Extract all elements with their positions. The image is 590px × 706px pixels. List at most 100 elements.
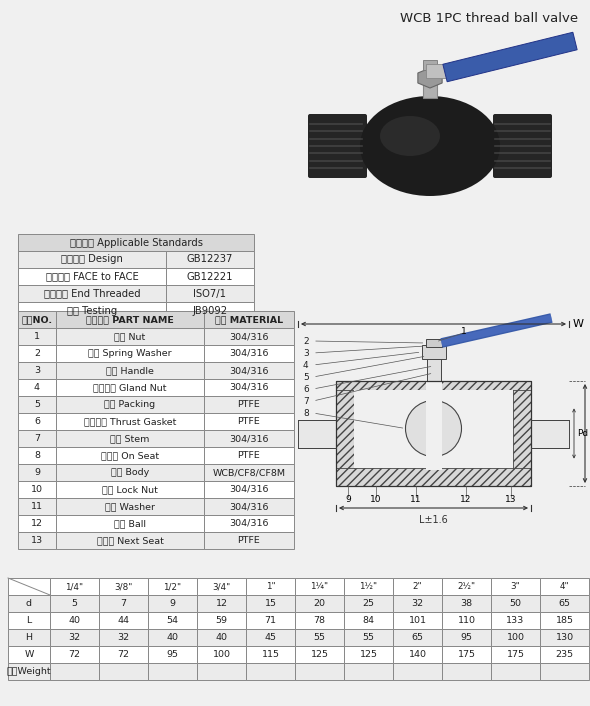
Text: 下阀座 Next Seat: 下阀座 Next Seat xyxy=(97,536,163,545)
Text: WCB/CF8/CF8M: WCB/CF8/CF8M xyxy=(212,468,286,477)
Ellipse shape xyxy=(360,96,500,196)
Text: 球体 Ball: 球体 Ball xyxy=(114,519,146,528)
Text: 4: 4 xyxy=(34,383,40,392)
Bar xyxy=(99,646,148,663)
Bar xyxy=(56,515,204,532)
Bar xyxy=(491,578,540,595)
Bar xyxy=(18,515,56,532)
Text: 10: 10 xyxy=(371,496,382,505)
Text: 1": 1" xyxy=(266,582,276,591)
Text: 304/316: 304/316 xyxy=(230,332,269,341)
Text: 3/4": 3/4" xyxy=(212,582,231,591)
Bar xyxy=(204,515,294,532)
Text: 1/4": 1/4" xyxy=(65,582,84,591)
Bar xyxy=(18,447,56,464)
Text: ISO7/1: ISO7/1 xyxy=(194,289,227,299)
Bar xyxy=(204,498,294,515)
Text: 304/316: 304/316 xyxy=(230,485,269,494)
Bar xyxy=(148,595,197,612)
Text: PTFE: PTFE xyxy=(238,451,260,460)
Bar xyxy=(50,595,99,612)
Bar xyxy=(246,612,295,629)
Bar xyxy=(540,629,589,646)
FancyBboxPatch shape xyxy=(493,114,552,178)
Bar xyxy=(426,64,446,78)
Bar xyxy=(50,578,99,595)
Text: 130: 130 xyxy=(555,633,573,642)
Bar xyxy=(393,595,442,612)
Text: 2": 2" xyxy=(412,582,422,591)
Bar xyxy=(56,498,204,515)
Bar xyxy=(8,646,50,663)
Text: 2: 2 xyxy=(303,337,309,345)
Text: 填料压盖 Gland Nut: 填料压盖 Gland Nut xyxy=(93,383,167,392)
Text: 304/316: 304/316 xyxy=(230,383,269,392)
Text: 72: 72 xyxy=(117,650,129,659)
Text: 25: 25 xyxy=(362,599,375,608)
Text: 55: 55 xyxy=(362,633,375,642)
Bar xyxy=(197,646,246,663)
Bar xyxy=(204,481,294,498)
Text: 8: 8 xyxy=(303,409,309,417)
Text: 175: 175 xyxy=(506,650,525,659)
Text: 上阀座 On Seat: 上阀座 On Seat xyxy=(101,451,159,460)
Bar xyxy=(295,663,344,680)
Bar xyxy=(166,285,254,302)
Text: 78: 78 xyxy=(313,616,326,625)
Bar xyxy=(204,328,294,345)
Text: 304/316: 304/316 xyxy=(230,434,269,443)
Text: 304/316: 304/316 xyxy=(230,519,269,528)
Text: 9: 9 xyxy=(345,496,351,505)
Bar xyxy=(204,379,294,396)
Text: 15: 15 xyxy=(264,599,277,608)
Text: 12: 12 xyxy=(31,519,43,528)
Bar xyxy=(18,430,56,447)
Text: 3": 3" xyxy=(510,582,520,591)
Text: 5: 5 xyxy=(71,599,77,608)
Bar xyxy=(99,612,148,629)
Bar xyxy=(166,268,254,285)
Bar xyxy=(56,430,204,447)
Bar xyxy=(344,595,393,612)
Bar xyxy=(540,612,589,629)
Bar xyxy=(393,629,442,646)
Text: 4: 4 xyxy=(303,361,309,369)
Bar xyxy=(423,76,437,98)
Bar xyxy=(18,285,166,302)
Text: 65: 65 xyxy=(559,599,571,608)
Bar xyxy=(56,413,204,430)
Text: 32: 32 xyxy=(68,633,81,642)
Bar xyxy=(393,646,442,663)
Bar xyxy=(246,578,295,595)
Text: 手柄 Handle: 手柄 Handle xyxy=(106,366,154,375)
Text: 40: 40 xyxy=(215,633,228,642)
Text: 标准规范 Applicable Standards: 标准规范 Applicable Standards xyxy=(70,237,202,248)
Text: 填料 Packing: 填料 Packing xyxy=(104,400,156,409)
Text: 材料 MATERIAL: 材料 MATERIAL xyxy=(215,315,283,324)
Bar xyxy=(442,629,491,646)
Bar xyxy=(442,578,491,595)
Bar xyxy=(50,646,99,663)
Text: 试验 Testing: 试验 Testing xyxy=(67,306,117,316)
Bar xyxy=(393,612,442,629)
Bar xyxy=(295,595,344,612)
Bar xyxy=(423,60,437,70)
Bar xyxy=(204,532,294,549)
Bar xyxy=(204,345,294,362)
Bar xyxy=(513,381,531,486)
Bar xyxy=(344,612,393,629)
Text: 101: 101 xyxy=(408,616,427,625)
Text: 3: 3 xyxy=(34,366,40,375)
Text: 20: 20 xyxy=(313,599,326,608)
Bar xyxy=(344,663,393,680)
Bar xyxy=(491,612,540,629)
Text: 304/316: 304/316 xyxy=(230,349,269,358)
Bar xyxy=(148,629,197,646)
Bar xyxy=(56,345,204,362)
Text: 125: 125 xyxy=(359,650,378,659)
Bar xyxy=(491,629,540,646)
Bar xyxy=(246,663,295,680)
Text: 40: 40 xyxy=(166,633,179,642)
Text: 110: 110 xyxy=(457,616,476,625)
Bar xyxy=(18,481,56,498)
